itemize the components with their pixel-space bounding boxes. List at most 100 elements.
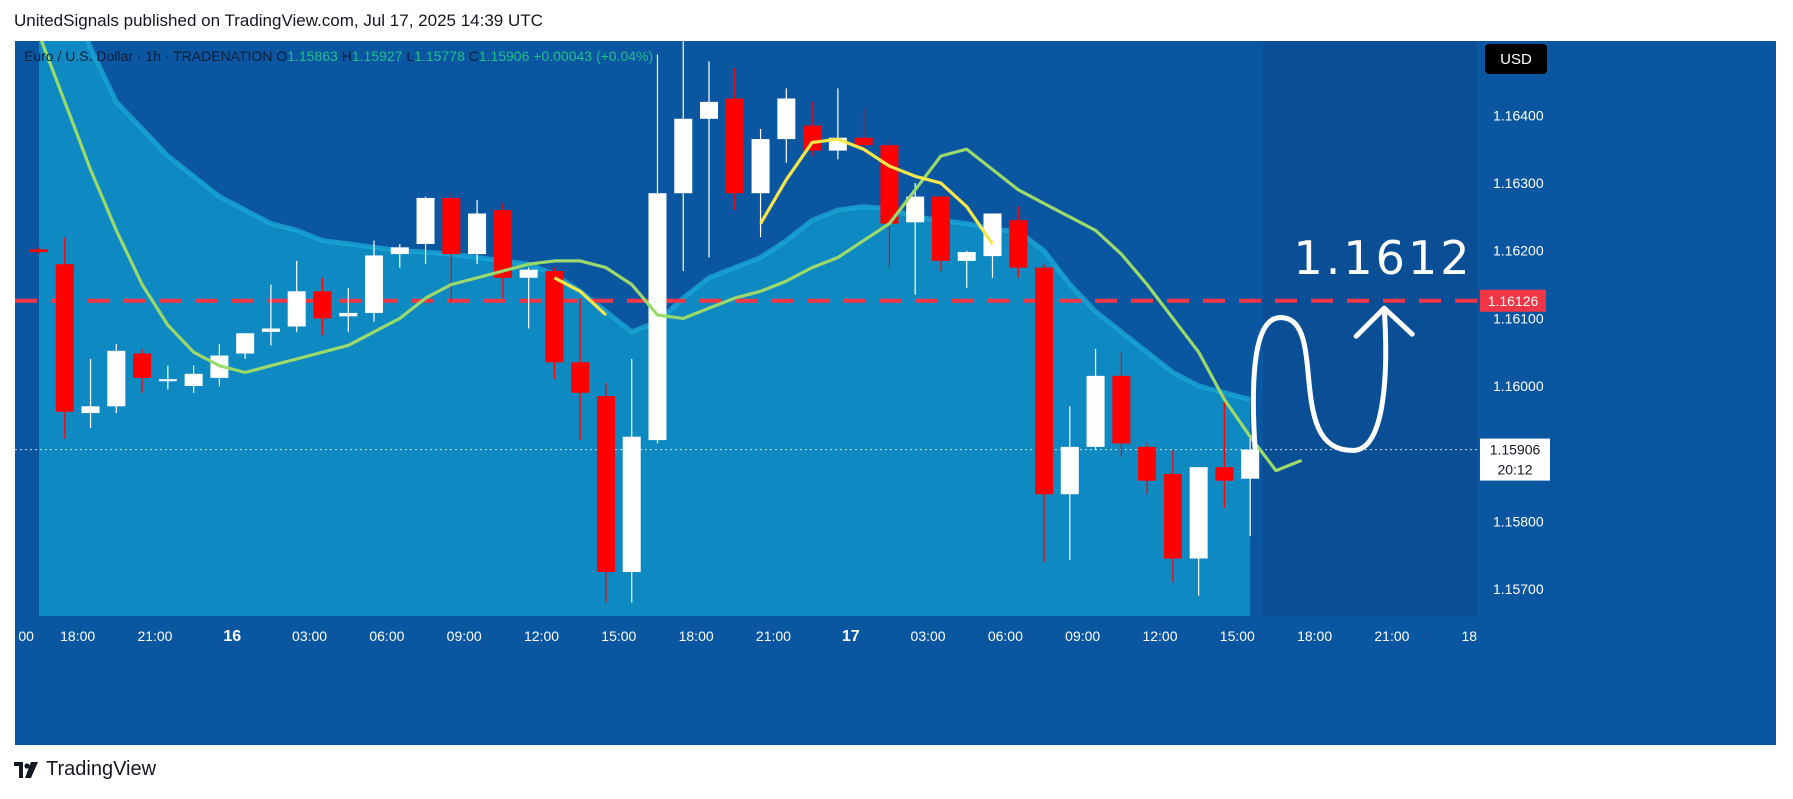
time-tick-label: 21:00 bbox=[756, 628, 791, 644]
price-tick-label: 1.16200 bbox=[1493, 243, 1544, 259]
candle[interactable] bbox=[287, 260, 306, 332]
candle[interactable] bbox=[1241, 435, 1260, 537]
published-header: UnitedSignals published on TradingView.c… bbox=[14, 11, 543, 30]
countdown-text: 20:12 bbox=[1497, 462, 1532, 478]
legend-text: Euro / U.S. Dollar · 1h · TRADENATION O1… bbox=[24, 48, 653, 64]
candle-body bbox=[30, 249, 48, 253]
candle[interactable] bbox=[957, 250, 976, 288]
candle-body bbox=[287, 291, 306, 327]
candle[interactable] bbox=[906, 183, 925, 295]
time-tick-label: 12:00 bbox=[524, 628, 559, 644]
last-price-tag-text: 1.15906 bbox=[1490, 442, 1541, 458]
candle[interactable] bbox=[571, 298, 590, 441]
candle-body bbox=[1009, 220, 1028, 268]
candle-body bbox=[571, 362, 590, 393]
candle[interactable] bbox=[803, 101, 822, 156]
candle[interactable] bbox=[1060, 406, 1079, 560]
candle-body bbox=[854, 137, 873, 146]
candle[interactable] bbox=[725, 68, 744, 211]
candle-body bbox=[365, 255, 384, 313]
candle[interactable] bbox=[133, 348, 152, 393]
candle-body bbox=[983, 213, 1002, 257]
price-tick-label: 1.16400 bbox=[1493, 107, 1544, 123]
candle-body bbox=[777, 98, 796, 140]
candle[interactable] bbox=[81, 358, 100, 428]
candle-body bbox=[957, 252, 976, 261]
time-tick-label: 18 bbox=[1461, 628, 1477, 644]
price-tick-label: 1.15800 bbox=[1493, 513, 1544, 529]
candle[interactable] bbox=[983, 213, 1002, 278]
candle[interactable] bbox=[648, 54, 667, 444]
level-price-tag: 1.16126 bbox=[1480, 289, 1546, 312]
candle[interactable] bbox=[184, 365, 203, 393]
candle[interactable] bbox=[1189, 467, 1208, 596]
chart-panel[interactable]: 1.1612 Euro / U.S. Dollar · 1h · TRADENAT… bbox=[15, 41, 1776, 745]
candle-body bbox=[468, 213, 487, 255]
candle[interactable] bbox=[1112, 352, 1131, 458]
candle-body bbox=[1138, 446, 1157, 481]
candle[interactable] bbox=[1035, 264, 1054, 562]
candle[interactable] bbox=[596, 382, 615, 603]
candle-body bbox=[803, 125, 822, 151]
candle[interactable] bbox=[1009, 206, 1028, 278]
currency-label: USD bbox=[1500, 51, 1532, 68]
candle-body bbox=[236, 333, 255, 354]
time-tick-label: 09:00 bbox=[447, 628, 482, 644]
candle[interactable] bbox=[519, 267, 538, 329]
candle[interactable] bbox=[416, 196, 435, 265]
candle[interactable] bbox=[236, 333, 255, 359]
candle[interactable] bbox=[1086, 348, 1105, 451]
time-tick-label: 18:00 bbox=[679, 628, 714, 644]
candle[interactable] bbox=[158, 365, 177, 390]
time-tick-label: 03:00 bbox=[292, 628, 327, 644]
candle[interactable] bbox=[674, 41, 693, 271]
time-tick-label: 12:00 bbox=[1142, 628, 1177, 644]
candle[interactable] bbox=[55, 237, 74, 439]
moving-average-falling-segment bbox=[759, 137, 994, 245]
candle-body bbox=[648, 193, 667, 441]
candle[interactable] bbox=[1138, 443, 1157, 495]
candle-body bbox=[751, 139, 770, 194]
candle-body bbox=[107, 350, 126, 407]
candle[interactable] bbox=[30, 247, 48, 255]
candle[interactable] bbox=[854, 108, 873, 153]
candle[interactable] bbox=[339, 287, 358, 332]
candle[interactable] bbox=[545, 267, 564, 380]
projection-scribble bbox=[1250, 305, 1389, 457]
price-tick-label: 1.16300 bbox=[1493, 175, 1544, 191]
candle[interactable] bbox=[700, 61, 719, 258]
candle[interactable] bbox=[931, 196, 950, 271]
candle-body bbox=[416, 197, 435, 244]
time-tick-label: 06:00 bbox=[369, 628, 404, 644]
candle[interactable] bbox=[107, 344, 126, 414]
candle[interactable] bbox=[493, 203, 512, 299]
candle[interactable] bbox=[1215, 396, 1234, 508]
candle[interactable] bbox=[751, 128, 770, 238]
price-chart[interactable]: 1.1612 Euro / U.S. Dollar · 1h · TRADENAT… bbox=[15, 41, 1776, 745]
moving-average-line bbox=[39, 41, 1303, 473]
candle[interactable] bbox=[622, 358, 641, 603]
candle-body bbox=[390, 247, 409, 255]
candle[interactable] bbox=[1163, 450, 1182, 583]
candle-body bbox=[906, 196, 925, 223]
last-price-tag: 1.15906 20:12 bbox=[1480, 438, 1550, 481]
candle-body bbox=[700, 101, 719, 119]
candle[interactable] bbox=[468, 199, 487, 265]
candle-body bbox=[313, 291, 332, 319]
candle-body bbox=[674, 118, 693, 194]
price-tick-label: 1.16100 bbox=[1493, 310, 1544, 326]
level-price-tag-text: 1.16126 bbox=[1488, 293, 1539, 309]
candle-body bbox=[493, 210, 512, 278]
candle[interactable] bbox=[390, 243, 409, 268]
tradingview-logo[interactable]: TradingView bbox=[14, 758, 156, 781]
future-area bbox=[1263, 41, 1477, 616]
candle-body bbox=[596, 396, 615, 573]
candle[interactable] bbox=[777, 88, 796, 163]
currency-button[interactable]: USD bbox=[1485, 44, 1547, 74]
candle[interactable] bbox=[365, 240, 384, 322]
candle-body bbox=[1035, 267, 1054, 495]
candle[interactable] bbox=[261, 284, 280, 346]
candle[interactable] bbox=[313, 277, 332, 336]
target-price-label: 1.1612 bbox=[1294, 231, 1473, 285]
level-price-tag-bg bbox=[1480, 289, 1546, 312]
